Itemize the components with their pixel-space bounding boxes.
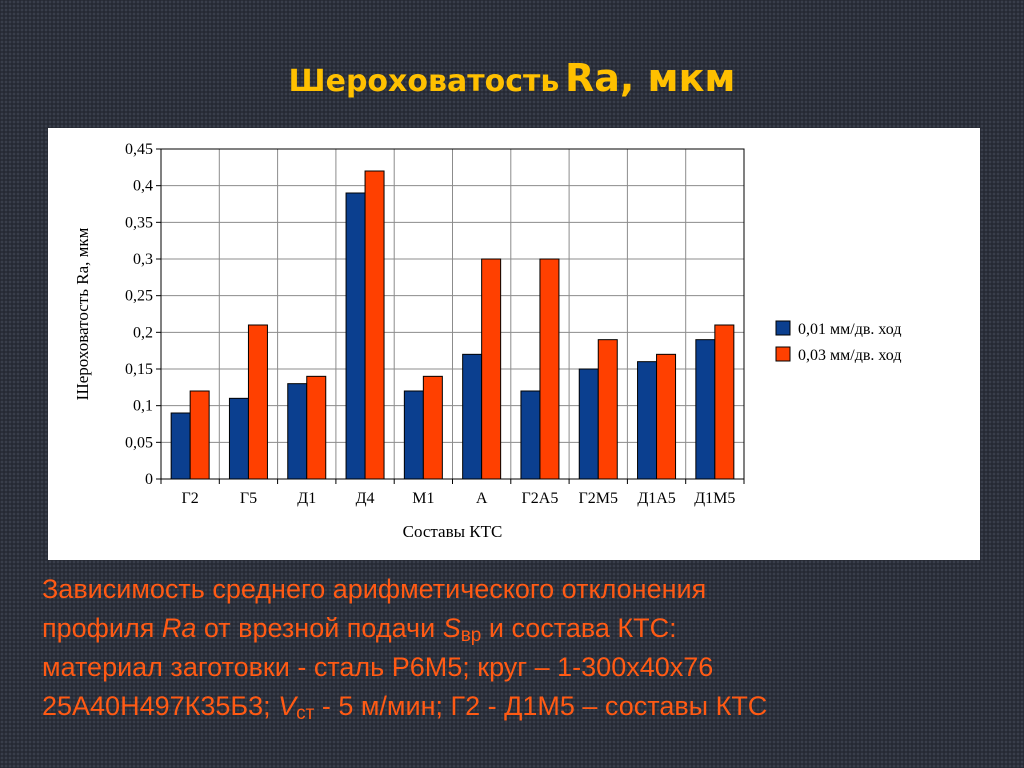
bar: [247, 324, 268, 480]
bar: [287, 383, 308, 480]
bar: [597, 339, 618, 480]
y-tick-label: 0,4: [133, 178, 153, 195]
caption-line-3: материал заготовки - сталь Р6М5; круг – …: [42, 652, 714, 682]
bar: [228, 397, 249, 480]
y-tick-label: 0: [145, 471, 153, 488]
y-tick-label: 0,15: [125, 361, 153, 378]
legend-swatch: [775, 320, 791, 336]
caption-line-2: профиля Ra от врезной подачи Sвр и соста…: [42, 609, 1002, 648]
title-main: Шероховатость: [288, 64, 560, 99]
title-symbol: Ra, мкм: [564, 56, 736, 100]
bar: [462, 353, 483, 480]
bar: [520, 390, 541, 480]
caption-text: и состава КТС:: [481, 613, 677, 643]
x-tick-label: А: [476, 490, 488, 507]
chart-panel: 0 0,05 0,1 0,15 0,2 0,25 0,3 0,35 0,4 0,45 Г2 Г5 Д1 Д…: [48, 128, 980, 560]
x-tick-label: Д1М5: [694, 490, 735, 507]
bar: [578, 368, 599, 480]
y-tick-label: 0,25: [125, 288, 153, 305]
caption-line-4: 25А40Н497К35Б3; Vст - 5 м/мин; Г2 - Д1М5…: [42, 687, 1002, 726]
bar: [656, 353, 677, 480]
bar: [306, 375, 327, 480]
y-tick-label: 0,2: [133, 324, 153, 341]
x-tick-label: Г5: [240, 490, 257, 507]
caption-s-subscript: вр: [460, 625, 482, 646]
caption-text: 25А40Н497К35Б3;: [42, 691, 279, 721]
y-tick-label: 0,3: [133, 251, 153, 268]
bar-chart: 0 0,05 0,1 0,15 0,2 0,25 0,3 0,35 0,4 0,45 Г2 Г5 Д1 Д…: [73, 141, 901, 541]
y-tick-label: 0,45: [125, 141, 153, 158]
bar: [170, 412, 191, 480]
bar: [714, 324, 735, 480]
bar: [695, 339, 716, 480]
x-tick-label: Д4: [356, 490, 375, 507]
x-tick-label: Г2: [182, 490, 199, 507]
legend-swatch: [775, 346, 791, 362]
caption-line-1: Зависимость среднего арифметического отк…: [42, 574, 707, 604]
bar: [364, 170, 385, 480]
y-tick-label: 0,1: [133, 398, 153, 415]
caption: Зависимость среднего арифметического отк…: [42, 570, 1002, 726]
y-tick-label: 0,05: [125, 434, 153, 451]
slide-title: Шероховатость Ra, мкм: [0, 56, 1024, 100]
bar: [189, 390, 210, 480]
caption-v-symbol: V: [278, 691, 297, 721]
bar: [539, 258, 560, 480]
legend-label: 0,03 мм/дв. ход: [798, 347, 901, 364]
bar: [403, 390, 424, 480]
x-tick-label: Д1: [297, 490, 316, 507]
caption-s-symbol: S: [442, 613, 461, 643]
caption-text: от врезной подачи: [196, 613, 443, 643]
caption-text: - 5 м/мин; Г2 - Д1М5 – составы КТС: [314, 691, 768, 721]
x-axis-label: Составы КТС: [403, 522, 503, 541]
caption-text: профиля: [42, 613, 162, 643]
caption-v-subscript: ст: [296, 703, 315, 724]
caption-ra-symbol: Ra: [161, 613, 197, 643]
x-tick-label: Г2М5: [579, 490, 618, 507]
bar: [637, 361, 658, 480]
y-tick-label: 0,35: [125, 214, 153, 231]
legend-label: 0,01 мм/дв. ход: [798, 321, 901, 338]
x-tick-label: Д1А5: [637, 490, 675, 507]
x-tick-label: Г2А5: [522, 490, 559, 507]
x-tick-label: М1: [412, 490, 434, 507]
y-axis-label: Шероховатость Ra, мкм: [73, 227, 92, 400]
bar: [345, 192, 366, 480]
bar: [481, 258, 502, 480]
bar: [422, 375, 443, 480]
